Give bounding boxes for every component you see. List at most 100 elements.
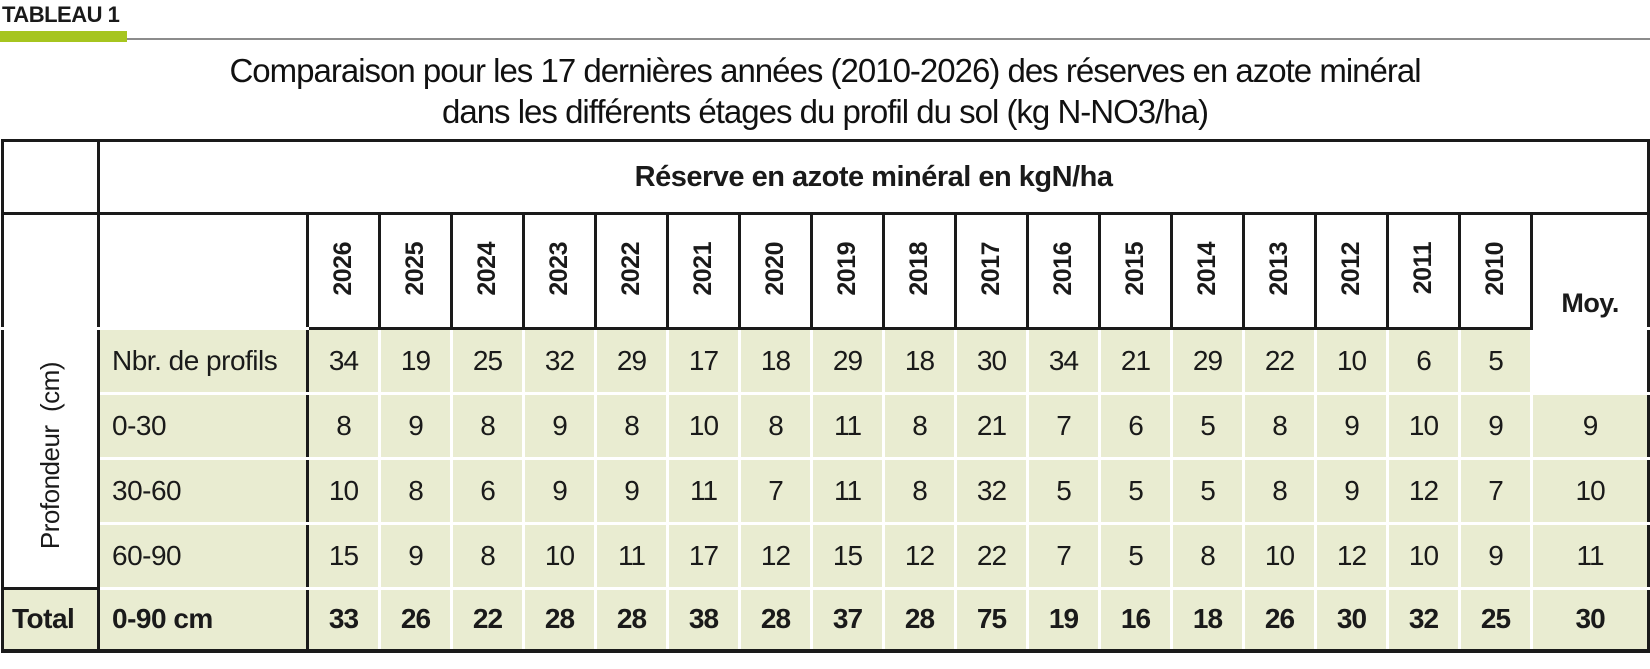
value-cell: 9 xyxy=(1314,392,1389,460)
data-row: Profondeur (cm) Nbr. de profils 34 19 25 32 29… xyxy=(1,327,1650,590)
value-cell: 12 xyxy=(1386,457,1461,525)
value-cell: 9 xyxy=(1458,392,1533,460)
average-cell: 10 xyxy=(1529,457,1650,525)
value-cell: 10 xyxy=(1386,522,1461,590)
value-cell: 32 xyxy=(522,327,597,395)
total-value-cell: 19 xyxy=(1026,587,1101,653)
year-header-label: 2017 xyxy=(977,241,1005,296)
year-header-2024: 2024 xyxy=(450,212,525,330)
value-cell: 8 xyxy=(450,392,525,460)
total-value-cell: 28 xyxy=(882,587,957,653)
value-cell: 29 xyxy=(810,327,885,395)
value-cell: 5 xyxy=(1098,522,1173,590)
value-cell: 9 xyxy=(378,522,453,590)
data-row: 0-30 8 9 8 9 8 10 8 11 8 21 7 6 5 8 9 10 9 9 xyxy=(3,392,1650,460)
value-cell: 9 xyxy=(522,392,597,460)
value-cell: 12 xyxy=(882,522,957,590)
year-header-label: 2015 xyxy=(1121,241,1149,296)
row-label: Nbr. de profils xyxy=(97,327,309,395)
value-cell: 21 xyxy=(954,392,1029,460)
total-value-cell: 18 xyxy=(1170,587,1245,653)
value-cell: 12 xyxy=(1314,522,1389,590)
value-cell: 18 xyxy=(882,327,957,395)
value-cell: 8 xyxy=(306,392,381,460)
value-cell: 8 xyxy=(1170,522,1245,590)
total-value-cell: 16 xyxy=(1098,587,1173,653)
total-value-cell: 22 xyxy=(450,587,525,653)
value-cell: 7 xyxy=(1458,457,1533,525)
value-cell: 10 xyxy=(522,522,597,590)
value-cell: 19 xyxy=(378,327,453,395)
value-cell: 5 xyxy=(1170,392,1245,460)
value-cell: 5 xyxy=(1170,457,1245,525)
year-header-label: 2021 xyxy=(689,241,717,296)
year-header-2012: 2012 xyxy=(1314,212,1389,330)
total-value-cell: 26 xyxy=(1242,587,1317,653)
value-cell: 9 xyxy=(522,457,597,525)
data-row: 30-60 10 8 6 9 9 11 7 11 8 32 5 5 5 8 9 12 7 10 xyxy=(3,457,1650,525)
total-value-cell: 28 xyxy=(594,587,669,653)
data-row: 60-90 15 9 8 10 11 17 12 15 12 22 7 5 8 10 12 10 9 11 xyxy=(3,522,1650,590)
value-cell: 17 xyxy=(666,327,741,395)
value-cell: 18 xyxy=(738,327,813,395)
value-cell: 6 xyxy=(450,457,525,525)
corner-cell xyxy=(1,139,100,215)
value-cell: 29 xyxy=(1170,327,1245,395)
value-cell: 8 xyxy=(594,392,669,460)
value-cell: 21 xyxy=(1098,327,1173,395)
value-cell: 10 xyxy=(1314,327,1389,395)
value-cell: 11 xyxy=(666,457,741,525)
year-header-2021: 2021 xyxy=(666,212,741,330)
value-cell: 25 xyxy=(450,327,525,395)
value-cell: 10 xyxy=(1242,522,1317,590)
year-header-2014: 2014 xyxy=(1170,212,1245,330)
total-row-label: 0-90 cm xyxy=(97,587,309,653)
total-value-cell: 75 xyxy=(954,587,1029,653)
total-value-cell: 28 xyxy=(522,587,597,653)
total-value-cell: 28 xyxy=(738,587,813,653)
value-cell: 10 xyxy=(1386,392,1461,460)
year-header-2023: 2023 xyxy=(522,212,597,330)
value-cell: 11 xyxy=(810,392,885,460)
year-header-2011: 2011 xyxy=(1386,212,1461,330)
total-average-cell: 30 xyxy=(1529,587,1650,653)
year-header-2016: 2016 xyxy=(1026,212,1101,330)
value-cell: 34 xyxy=(1026,327,1101,395)
row-group-label: Profondeur (cm) xyxy=(35,362,65,550)
value-cell: 5 xyxy=(1026,457,1101,525)
total-value-cell: 25 xyxy=(1458,587,1533,653)
year-header-label: 2023 xyxy=(545,241,573,296)
total-value-cell: 37 xyxy=(810,587,885,653)
value-cell: 5 xyxy=(1458,327,1533,395)
value-cell: 8 xyxy=(882,392,957,460)
value-cell: 6 xyxy=(1386,327,1461,395)
year-header-2010: 2010 xyxy=(1458,212,1533,330)
year-header-2025: 2025 xyxy=(378,212,453,330)
total-value-cell: 32 xyxy=(1386,587,1461,653)
value-cell: 9 xyxy=(594,457,669,525)
total-value-cell: 26 xyxy=(378,587,453,653)
year-header-label: 2016 xyxy=(1049,241,1077,296)
year-header-label: 2012 xyxy=(1337,241,1365,296)
row-group-label-cell: Profondeur (cm) xyxy=(1,327,100,590)
year-header-label: 2019 xyxy=(833,241,861,296)
total-row: Total 0-90 cm 33 26 22 28 28 38 28 37 28 75 19 16 18 26… xyxy=(1,587,1650,653)
year-header-2017: 2017 xyxy=(954,212,1029,330)
table-tag-label: TABLEAU 1 xyxy=(2,2,120,27)
value-cell: 8 xyxy=(378,457,453,525)
year-header-2018: 2018 xyxy=(882,212,957,330)
value-cell: 8 xyxy=(882,457,957,525)
value-cell: 12 xyxy=(738,522,813,590)
table-title-line2: dans les différents étages du profil du … xyxy=(442,93,1209,130)
year-header-label: 2018 xyxy=(905,241,933,296)
year-header-2013: 2013 xyxy=(1242,212,1317,330)
year-header-2020: 2020 xyxy=(738,212,813,330)
value-cell: 8 xyxy=(1242,457,1317,525)
main-header-cell: Réserve en azote minéral en kgN/ha xyxy=(96,139,1650,215)
value-cell: 11 xyxy=(594,522,669,590)
value-cell: 10 xyxy=(306,457,381,525)
row-label: 60-90 xyxy=(97,522,309,590)
value-cell: 6 xyxy=(1098,392,1173,460)
year-header-label: 2026 xyxy=(329,241,357,296)
value-cell: 7 xyxy=(1026,392,1101,460)
